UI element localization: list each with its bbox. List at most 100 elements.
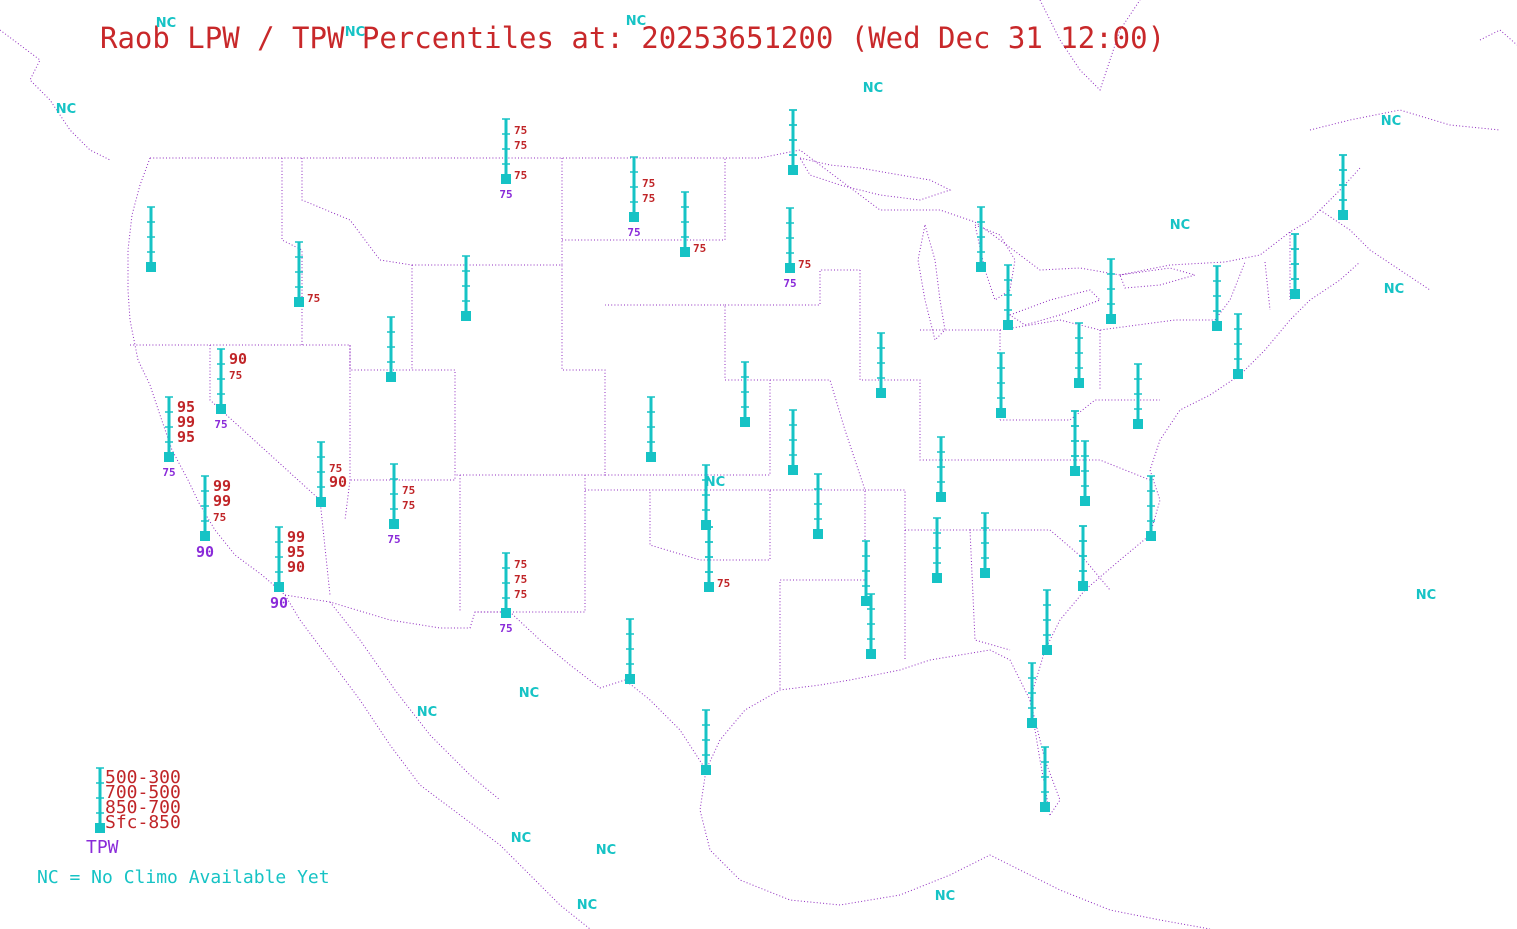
station-marker bbox=[976, 262, 986, 272]
map-title: Raob LPW / TPW Percentiles at: 202536512… bbox=[100, 21, 1165, 55]
station-marker bbox=[788, 465, 798, 475]
layer-percentile-label: 75 bbox=[229, 369, 242, 382]
layer-percentile-label: 75 bbox=[402, 484, 415, 497]
station-marker bbox=[680, 247, 690, 257]
station-marker bbox=[501, 608, 511, 618]
gulf-coast bbox=[705, 649, 1061, 816]
station-9 bbox=[976, 206, 986, 272]
layer-percentile-label: 99 bbox=[213, 492, 231, 510]
station-marker bbox=[629, 212, 639, 222]
mexico-east-coast bbox=[699, 769, 1211, 929]
station-22 bbox=[876, 332, 886, 398]
station-marker bbox=[876, 388, 886, 398]
arctic-islands bbox=[0, 29, 1517, 291]
legend-layer-500-300: 500-300 bbox=[105, 767, 181, 788]
tpw-percentile-label: 75 bbox=[387, 533, 400, 546]
station-marker bbox=[1078, 581, 1088, 591]
station-19: 75 75 75 bbox=[387, 463, 415, 546]
layer-percentile-label: 75 bbox=[514, 124, 527, 137]
station-marker bbox=[461, 311, 471, 321]
station-25 bbox=[1133, 363, 1143, 429]
station-27 bbox=[646, 396, 656, 462]
no-climo-label: NC bbox=[417, 705, 437, 720]
station-marker bbox=[386, 372, 396, 382]
legend: 500-300 700-500 850-700 Sfc-850 TPW NC =… bbox=[37, 767, 330, 888]
lake-huron bbox=[974, 224, 1016, 301]
mexico-border bbox=[284, 594, 707, 771]
layer-percentile-label: 75 bbox=[642, 192, 655, 205]
layer-percentile-label: 75 bbox=[514, 169, 527, 182]
station-31 bbox=[813, 473, 823, 539]
layer-percentile-label: 99 bbox=[287, 528, 305, 546]
lake-superior bbox=[798, 157, 952, 201]
station-43 bbox=[1027, 662, 1037, 728]
no-climo-label: NC bbox=[1384, 282, 1404, 297]
station-44 bbox=[1040, 746, 1050, 812]
station-marker bbox=[1212, 321, 1222, 331]
no-climo-label: NC bbox=[1381, 114, 1401, 129]
station-marker bbox=[1042, 645, 1052, 655]
layer-percentile-label: 75 bbox=[514, 573, 527, 586]
station-40 bbox=[625, 618, 635, 684]
no-climo-label: NC bbox=[863, 81, 883, 96]
station-28 bbox=[788, 409, 798, 475]
station-8 bbox=[386, 316, 396, 382]
gulf-of-california bbox=[329, 601, 501, 801]
no-climo-label: NC bbox=[1170, 218, 1190, 233]
station-marker bbox=[1133, 419, 1143, 429]
station-10 bbox=[1003, 264, 1013, 330]
layer-percentile-label: 95 bbox=[177, 398, 195, 416]
station-marker bbox=[1074, 378, 1084, 388]
station-marker bbox=[704, 582, 714, 592]
station-35 bbox=[980, 512, 990, 578]
station-marker bbox=[1106, 314, 1116, 324]
tpw-percentile-label: 75 bbox=[627, 226, 640, 239]
station-23 bbox=[996, 352, 1006, 418]
station-47 bbox=[788, 109, 798, 175]
station-39: 75 75 75 75 bbox=[499, 552, 527, 635]
station-marker bbox=[1338, 210, 1348, 220]
no-climo-label: NC bbox=[596, 843, 616, 858]
layer-percentile-label: 75 bbox=[402, 499, 415, 512]
tpw-percentile-label: 90 bbox=[196, 543, 214, 561]
station-marker bbox=[866, 649, 876, 659]
station-34 bbox=[932, 517, 942, 583]
station-11 bbox=[1106, 258, 1116, 324]
no-climo-label: NC bbox=[156, 16, 176, 31]
layer-percentile-label: 95 bbox=[287, 543, 305, 561]
tpw-percentile-label: 90 bbox=[270, 594, 288, 612]
station-marker bbox=[740, 417, 750, 427]
station-marker bbox=[1070, 466, 1080, 476]
station-26 bbox=[740, 361, 750, 427]
station-marker bbox=[936, 492, 946, 502]
station-marker bbox=[1027, 718, 1037, 728]
baja-coast bbox=[299, 619, 591, 929]
station-38 bbox=[1080, 440, 1090, 506]
station-marker bbox=[980, 568, 990, 578]
station-marker bbox=[1003, 320, 1013, 330]
no-climo-label: NC bbox=[935, 889, 955, 904]
tpw-percentile-label: 75 bbox=[214, 418, 227, 431]
legend-nc-note: NC = No Climo Available Yet bbox=[37, 867, 330, 888]
no-climo-label: NC bbox=[705, 475, 725, 490]
station-4: 75 bbox=[680, 191, 706, 257]
station-marker bbox=[788, 165, 798, 175]
no-climo-label: NC bbox=[577, 898, 597, 913]
station-marker bbox=[1146, 531, 1156, 541]
tpw-percentile-label: 75 bbox=[499, 622, 512, 635]
station-33 bbox=[866, 593, 876, 659]
layer-percentile-label: 75 bbox=[798, 258, 811, 271]
layer-percentile-label: 90 bbox=[329, 473, 347, 491]
layer-percentile-label: 75 bbox=[514, 558, 527, 571]
station-marker bbox=[316, 497, 326, 507]
no-climo-label: NC bbox=[626, 14, 646, 29]
tpw-percentile-label: 75 bbox=[499, 188, 512, 201]
station-51 bbox=[1070, 410, 1080, 476]
